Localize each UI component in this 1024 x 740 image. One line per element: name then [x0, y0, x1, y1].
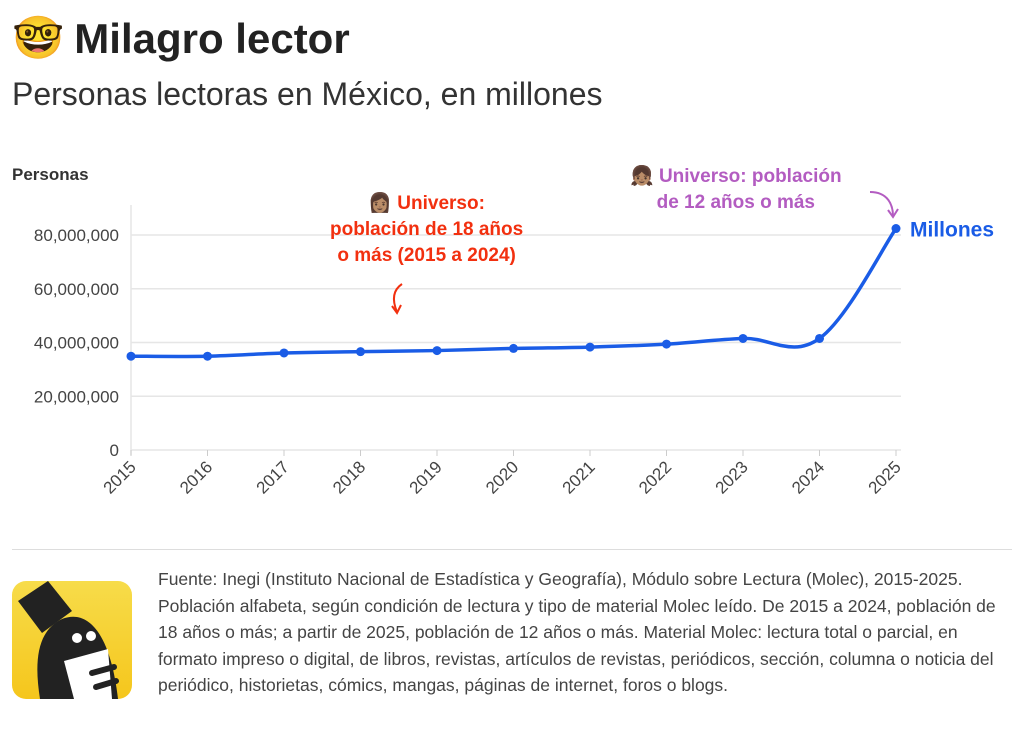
data-point — [585, 342, 595, 352]
girl-icon: 👧🏽 — [630, 166, 654, 187]
x-tick-label: 2016 — [176, 457, 216, 497]
line-chart: Personas 0 20,000,000 40,000,000 60,000,000 8… — [12, 165, 994, 498]
annotation-text: de 12 años o más — [656, 192, 815, 213]
annotation-12: 👧🏽 Universo: población de 12 años o más — [630, 164, 842, 216]
annotation-text: población de 18 años — [330, 219, 524, 240]
data-point — [279, 348, 289, 358]
data-point — [738, 333, 748, 343]
annotation-arrow — [393, 283, 403, 313]
data-point — [203, 351, 212, 361]
x-tick-label: 2021 — [559, 457, 599, 497]
logo-icon — [12, 581, 132, 699]
x-tick-label: 2020 — [482, 457, 522, 497]
x-tick-label: 2019 — [406, 457, 446, 497]
data-point — [356, 347, 365, 357]
y-tick-label: 20,000,000 — [34, 387, 119, 406]
series-label: Millones — [910, 219, 994, 242]
data-point — [126, 351, 136, 361]
annotation-text: Universo: población — [658, 166, 842, 187]
x-tick-label: 2024 — [788, 457, 828, 497]
y-tick-label: 40,000,000 — [34, 334, 119, 353]
y-tick-label: 0 — [110, 441, 119, 460]
chart-subtitle: Personas lectoras en México, en millones — [12, 76, 603, 112]
title-text: Milagro lector — [74, 14, 350, 62]
data-point — [432, 346, 442, 356]
data-point — [509, 343, 518, 353]
x-tick-label: 2025 — [865, 457, 905, 497]
x-tick-label: 2022 — [635, 457, 675, 497]
divider — [12, 549, 1012, 550]
arrow-head — [391, 304, 402, 315]
y-tick-label: 80,000,000 — [34, 226, 119, 245]
woman-icon: 👩🏽 — [368, 193, 392, 214]
arrow-head — [887, 208, 899, 219]
nerd-face-icon: 🤓 — [12, 14, 65, 61]
source-note: Fuente: Inegi (Instituto Nacional de Est… — [158, 569, 996, 695]
annotation-arrow — [869, 191, 894, 217]
data-point — [891, 224, 901, 234]
y-axis-label: Personas — [12, 165, 89, 184]
data-point — [662, 339, 671, 349]
annotation-text: o más (2015 a 2024) — [337, 245, 516, 266]
chart-title: 🤓 Milagro lector — [12, 14, 350, 63]
series-line — [130, 227, 898, 359]
annotation-18: 👩🏽 Universo: población de 18 años o más … — [330, 191, 523, 269]
x-tick-label: 2023 — [712, 457, 752, 497]
x-tick-label: 2017 — [253, 457, 293, 497]
x-tick-label: 2015 — [100, 457, 140, 497]
x-tick-label: 2018 — [329, 457, 369, 497]
annotation-text: Universo: — [397, 193, 485, 214]
data-point — [815, 333, 824, 343]
y-tick-label: 60,000,000 — [34, 280, 119, 299]
